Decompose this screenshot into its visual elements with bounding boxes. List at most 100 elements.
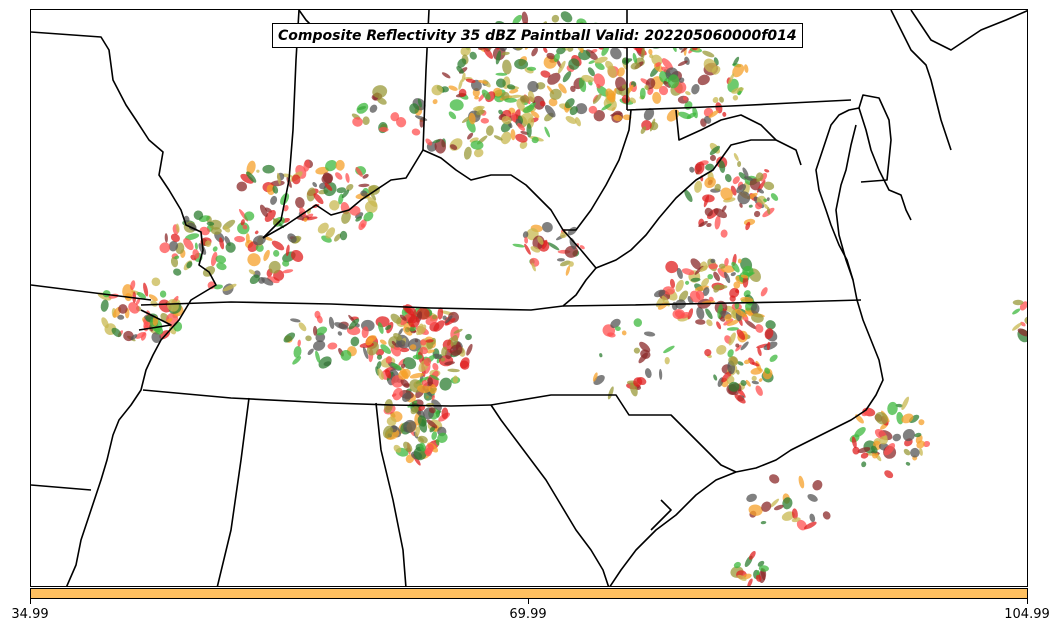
reflectivity-blob [431,399,442,411]
reflectivity-blob [644,368,652,379]
reflectivity-blob [861,408,872,417]
reflectivity-blob [764,328,774,340]
reflectivity-blob [883,443,896,456]
reflectivity-blob [459,360,470,370]
reflectivity-blob [256,169,260,173]
reflectivity-blob [206,221,215,226]
reflectivity-blob [186,261,193,269]
reflectivity-blob [854,426,866,438]
reflectivity-blob [689,290,701,303]
reflectivity-blob [335,172,343,180]
reflectivity-blob [822,511,831,520]
reflectivity-blob [763,198,768,202]
maryland-border [675,109,802,166]
reflectivity-blob [457,58,467,68]
reflectivity-blob [194,242,198,250]
reflectivity-blob [565,265,571,276]
reflectivity-blob [498,109,503,115]
reflectivity-blob [887,401,898,416]
reflectivity-blob [433,139,441,143]
reflectivity-blob [539,100,546,107]
reflectivity-blob [303,217,308,222]
reflectivity-blob [315,326,328,336]
reflectivity-blob [720,229,728,238]
reflectivity-blob [444,361,455,366]
reflectivity-blob [728,355,739,366]
reflectivity-blob [1012,308,1021,315]
reflectivity-blob [655,62,661,67]
reflectivity-blob [428,407,436,414]
reflectivity-blob [923,440,931,448]
reflectivity-blob [449,138,463,151]
reflectivity-blob [340,350,352,361]
reflectivity-blob [511,112,517,123]
new-jersey-coast [890,10,952,151]
reflectivity-blob [509,94,522,99]
reflectivity-blob [682,96,688,101]
reflectivity-blob [610,318,621,329]
reflectivity-blob [402,392,412,402]
reflectivity-blob [644,84,649,90]
reflectivity-blob [478,80,488,84]
reflectivity-blob [579,48,584,54]
reflectivity-blob [740,341,749,351]
reflectivity-blob [441,346,448,357]
reflectivity-blob [246,160,256,175]
reflectivity-blob [560,11,573,23]
reflectivity-blob [803,521,817,530]
reflectivity-blob [549,88,562,100]
reflectivity-blob [703,115,712,124]
reflectivity-blob [495,72,508,76]
reflectivity-blob [615,326,621,332]
reflectivity-blob [175,223,180,233]
reflectivity-blob [870,445,878,454]
reflectivity-blob [420,339,427,346]
reflectivity-blob [407,315,420,328]
reflectivity-blob [745,379,751,387]
reflectivity-blob [901,396,910,411]
reflectivity-blob [449,344,463,356]
reflectivity-blob [431,394,435,401]
reflectivity-blob [254,230,259,235]
reflectivity-blob [117,314,125,320]
reflectivity-blob [740,380,747,386]
reflectivity-blob [441,72,451,79]
reflectivity-blob [742,167,749,178]
reflectivity-blob [902,429,915,442]
reflectivity-blob [713,284,721,293]
reflectivity-blob [261,277,274,286]
reflectivity-blob [709,154,717,162]
reflectivity-blob [551,14,560,23]
reflectivity-blob [857,447,871,454]
reflectivity-blob [892,433,902,442]
reflectivity-blob [564,98,575,109]
reflectivity-blob [706,319,713,327]
reflectivity-blob [335,159,345,171]
reflectivity-blob [355,216,363,222]
reflectivity-blob [366,335,377,342]
reflectivity-blob [553,53,560,62]
reflectivity-blob [391,340,396,346]
reflectivity-blob [456,66,464,74]
reflectivity-blob [360,190,368,197]
reflectivity-blob [588,60,595,64]
reflectivity-blob [675,279,684,292]
reflectivity-blob [192,249,200,259]
reflectivity-blob [809,513,816,523]
reflectivity-blob [694,161,705,175]
georgia-coast [650,499,672,531]
reflectivity-blob [312,182,318,188]
map-canvas [31,10,1027,586]
reflectivity-blob [524,236,529,244]
reflectivity-blob [449,99,464,111]
colorbar-tick-right [1027,599,1028,604]
reflectivity-blob [678,290,689,302]
reflectivity-blob [360,223,365,228]
reflectivity-blob [441,86,449,93]
reflectivity-blob [248,269,256,275]
reflectivity-blob [500,131,512,145]
reflectivity-blob [185,233,200,241]
reflectivity-blob [721,371,732,383]
reflectivity-blob [447,368,460,373]
chesapeake-bay [835,124,857,281]
